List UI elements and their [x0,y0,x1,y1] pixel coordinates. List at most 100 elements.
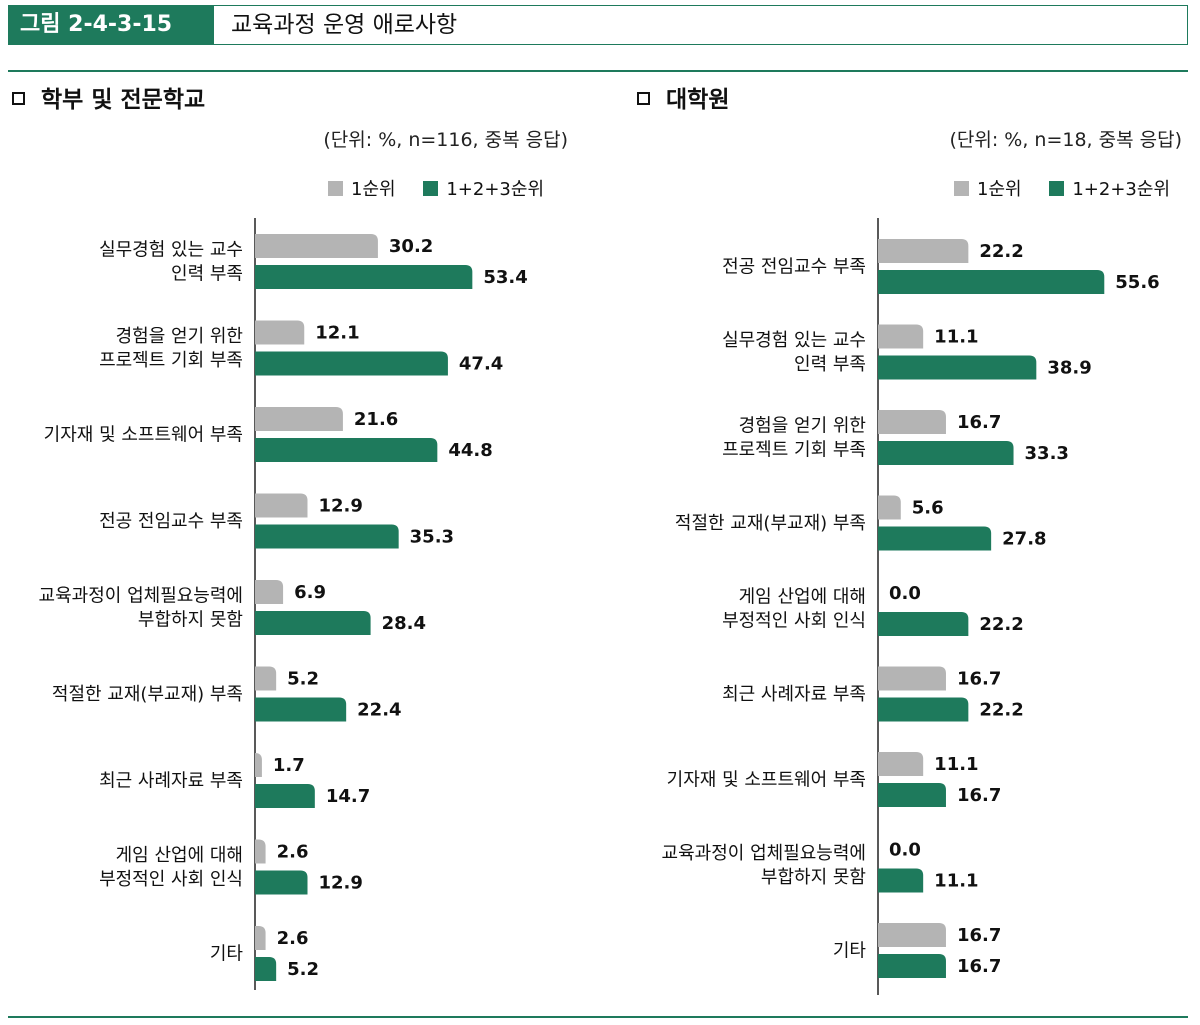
category-label: 실무경험 있는 교수 [722,330,866,351]
bar-total-rank [878,526,992,551]
bar-first-rank [255,234,378,258]
category-label: 최근 사례자료 부족 [722,684,866,705]
panel-title-text: 대학원 [666,87,730,113]
value-label: 14.7 [326,786,370,807]
legend-undergrad: 1순위 1+2+3순위 [306,175,544,201]
value-label: 11.1 [934,871,978,892]
bar-total-rank [878,612,969,636]
checkbox-square-icon [637,92,650,105]
value-label: 22.2 [979,700,1023,721]
panel-title-grad: 대학원 [637,80,729,114]
panel-title-text: 학부 및 전문학교 [41,87,206,113]
legend-grad: 1순위 1+2+3순위 [932,175,1170,201]
category-label: 적절한 교재(부교재) 부족 [675,513,866,534]
value-label: 22.2 [979,241,1023,262]
legend-item-total: 1+2+3순위 [423,175,544,201]
top-divider [8,70,1188,72]
value-label: 16.7 [957,412,1001,433]
bar-first-rank [255,407,343,431]
category-label: 인력 부족 [171,264,243,285]
value-label: 35.3 [410,527,454,548]
value-label: 16.7 [957,925,1001,946]
value-label: 16.7 [957,669,1001,690]
category-label: 교육과정이 업체필요능력에 [662,843,866,864]
figure-title: 교육과정 운영 애로사항 [231,12,458,38]
bar-first-rank [878,752,924,776]
category-label: 적절한 교재(부교재) 부족 [52,684,243,705]
bar-total-rank [878,783,946,807]
bar-total-rank [255,784,315,808]
bottom-divider [8,1016,1188,1018]
bar-total-rank [255,524,399,549]
bar-first-rank [255,320,305,345]
value-label: 30.2 [389,236,433,257]
figure-header: 그림 2-4-3-15 교육과정 운영 애로사항 [8,5,1188,45]
bar-first-rank [878,666,946,691]
value-label: 5.2 [287,669,319,690]
bar-total-rank [255,611,371,635]
legend-item-first: 1순위 [954,175,1022,201]
bar-first-rank [255,839,266,864]
category-label: 게임 산업에 대해 [739,587,866,608]
category-label: 기자재 및 소프트웨어 부족 [44,425,243,446]
category-label: 최근 사례자료 부족 [99,771,243,792]
value-label: 0.0 [889,840,921,861]
unit-note-undergrad: (단위: %, n=116, 중복 응답) [323,129,568,151]
bar-total-rank [878,697,969,722]
category-label: 기자재 및 소프트웨어 부족 [667,770,866,791]
legend-swatch-green [423,181,439,196]
value-label: 12.1 [315,323,359,344]
value-label: 22.4 [357,700,401,721]
bar-total-rank [255,351,448,376]
category-label: 교육과정이 업체필요능력에 [39,586,243,607]
value-label: 33.3 [1025,443,1069,464]
value-label: 11.1 [934,754,978,775]
category-label: 부정적인 사회 인식 [99,869,243,890]
bar-total-rank [255,438,438,462]
legend-swatch-gray [328,181,344,196]
value-label: 16.7 [957,785,1001,806]
category-label: 전공 전임교수 부족 [99,511,243,532]
legend-item-total: 1+2+3순위 [1049,175,1170,201]
checkbox-square-icon [12,92,25,105]
value-label: 1.7 [273,755,305,776]
bar-total-rank [878,441,1014,465]
bar-total-rank [878,954,946,978]
category-label: 경험을 얻기 위한 [739,416,866,437]
bar-first-rank [255,580,284,604]
bar-first-rank [878,324,924,349]
value-label: 55.6 [1115,272,1159,293]
legend-swatch-green [1049,181,1065,196]
legend-item-first: 1순위 [328,175,396,201]
bar-first-rank [255,493,308,518]
category-label: 프로젝트 기회 부족 [99,350,243,371]
bar-total-rank [878,355,1037,380]
value-label: 16.7 [957,956,1001,977]
category-label: 실무경험 있는 교수 [99,240,243,261]
category-label: 게임 산업에 대해 [116,845,243,866]
bar-first-rank [255,666,277,691]
value-label: 12.9 [319,496,363,517]
value-label: 5.6 [912,498,944,519]
category-label: 기타 [833,941,867,962]
value-label: 44.8 [448,440,492,461]
unit-note-grad: (단위: %, n=18, 중복 응답) [949,129,1182,151]
legend-label: 1+2+3순위 [446,179,544,200]
bar-first-rank [878,923,946,947]
value-label: 12.9 [319,873,363,894]
bar-total-rank [255,265,473,289]
bar-total-rank [878,270,1105,294]
bar-first-rank [255,926,266,950]
category-label: 기타 [210,944,244,965]
legend-label: 1순위 [977,179,1022,200]
value-label: 2.6 [277,842,309,863]
value-label: 2.6 [277,928,309,949]
bar-first-rank [878,410,946,434]
value-label: 21.6 [354,409,398,430]
value-label: 0.0 [889,583,921,604]
value-label: 47.4 [459,354,503,375]
category-label: 인력 부족 [794,354,866,375]
value-label: 27.8 [1002,529,1046,550]
